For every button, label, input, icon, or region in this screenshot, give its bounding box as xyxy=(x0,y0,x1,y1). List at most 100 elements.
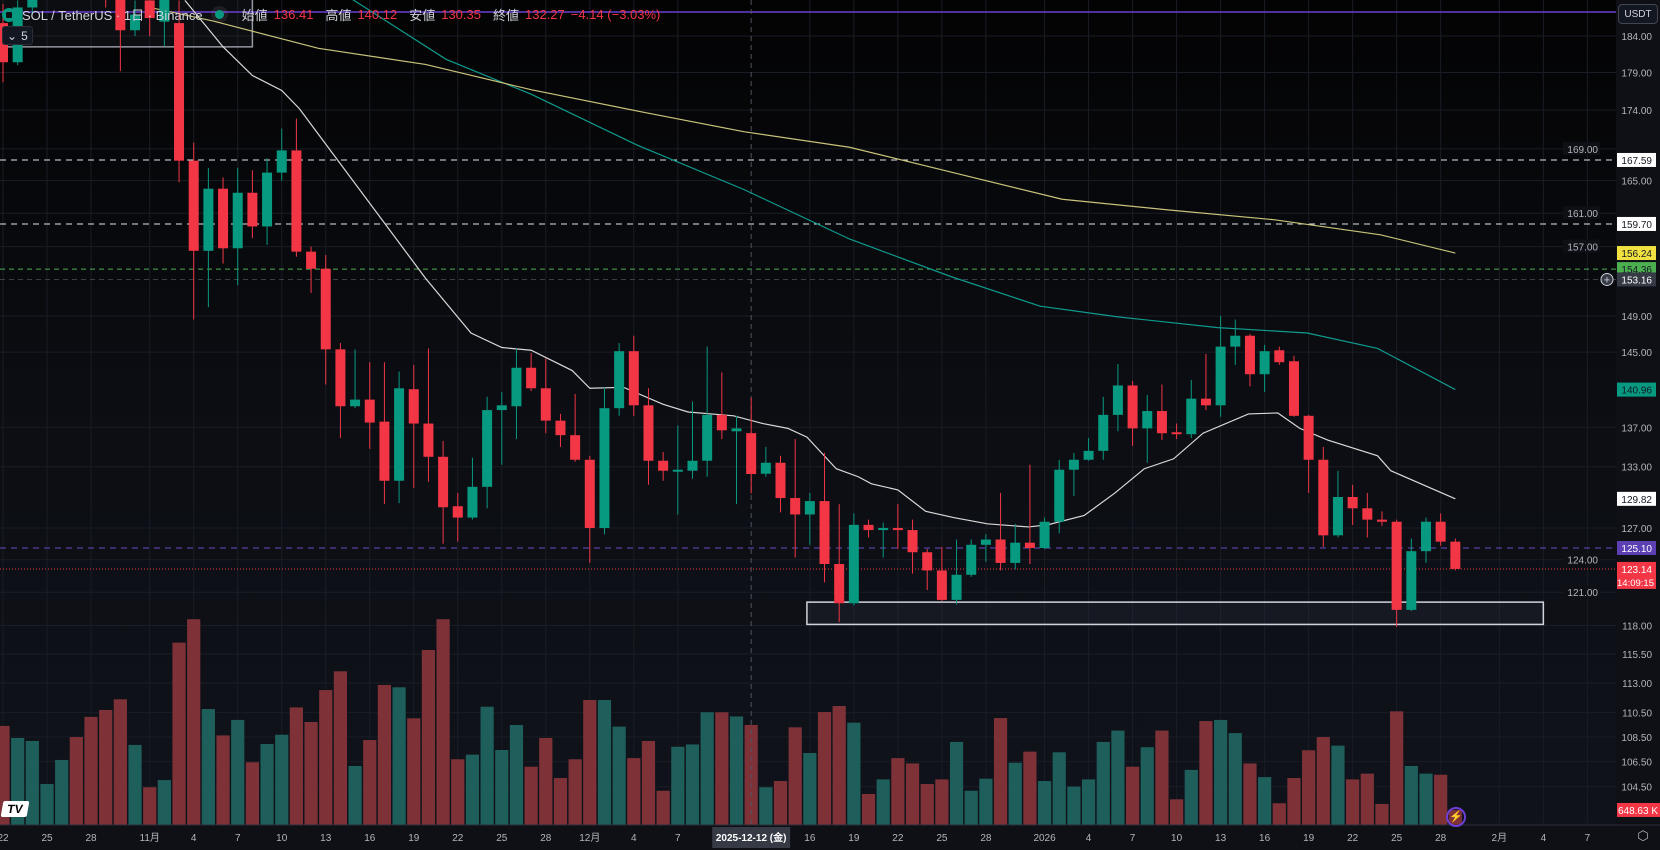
symbol-title[interactable]: SOL / TetherUS · 1日 · Binance xyxy=(22,8,203,23)
candle[interactable] xyxy=(980,534,991,562)
candle[interactable] xyxy=(643,388,654,485)
candle[interactable] xyxy=(599,387,610,535)
candle[interactable] xyxy=(1098,396,1109,460)
candle[interactable] xyxy=(203,167,214,308)
candle[interactable] xyxy=(966,539,977,577)
candle[interactable] xyxy=(1259,344,1270,393)
candle[interactable] xyxy=(687,401,698,479)
candle[interactable] xyxy=(1186,379,1197,439)
candle[interactable] xyxy=(1215,315,1226,417)
candle[interactable] xyxy=(1083,438,1094,461)
candle[interactable] xyxy=(1362,492,1373,538)
candle[interactable] xyxy=(628,335,639,416)
candle[interactable] xyxy=(247,170,258,239)
candle[interactable] xyxy=(614,342,625,416)
add-alert-plus-icon[interactable] xyxy=(1600,272,1614,286)
candle[interactable] xyxy=(1406,538,1417,611)
support-zone-rectangle[interactable] xyxy=(806,601,1545,626)
time-axis[interactable]: 22 25 28 11月 4 7 10 13 16 19 22 25 28 12月 4 7 16 19 22 25 28… xyxy=(0,824,1660,850)
candle[interactable] xyxy=(878,522,889,558)
candle[interactable] xyxy=(995,492,1006,571)
candle[interactable] xyxy=(1450,538,1461,571)
candle[interactable] xyxy=(1127,380,1138,446)
candle[interactable] xyxy=(496,392,507,465)
candle[interactable] xyxy=(672,425,683,515)
candle[interactable] xyxy=(1010,523,1021,570)
candle[interactable] xyxy=(1068,452,1079,496)
candle[interactable] xyxy=(951,539,962,605)
settings-gear-icon[interactable]: ⬡ xyxy=(1637,828,1649,843)
candle[interactable] xyxy=(394,371,405,504)
candle[interactable] xyxy=(922,549,933,591)
candle[interactable] xyxy=(1332,470,1343,538)
candle[interactable] xyxy=(174,0,185,183)
candle[interactable] xyxy=(1435,513,1446,546)
candle[interactable] xyxy=(1376,511,1387,526)
candle[interactable] xyxy=(1274,346,1285,365)
candle[interactable] xyxy=(834,504,845,623)
candle[interactable] xyxy=(746,397,757,494)
plot-area[interactable] xyxy=(0,0,1616,825)
candle[interactable] xyxy=(716,372,727,440)
candle[interactable] xyxy=(1318,446,1329,547)
candle[interactable] xyxy=(408,364,419,488)
candle[interactable] xyxy=(731,415,742,505)
candle[interactable] xyxy=(482,396,493,509)
indicators-toggle-button[interactable]: ⌄ 5 xyxy=(2,26,33,45)
candle[interactable] xyxy=(364,362,375,449)
candle[interactable] xyxy=(335,342,346,439)
candle[interactable] xyxy=(115,0,126,72)
candle[interactable] xyxy=(1142,394,1153,463)
candle[interactable] xyxy=(306,246,317,294)
candle[interactable] xyxy=(27,0,38,15)
tradingview-logo[interactable]: TV xyxy=(0,801,30,817)
candle[interactable] xyxy=(804,492,815,545)
candle[interactable] xyxy=(232,167,243,286)
candle[interactable] xyxy=(760,446,771,477)
candle[interactable] xyxy=(584,455,595,563)
candle[interactable] xyxy=(848,513,859,606)
candle[interactable] xyxy=(1156,384,1167,441)
candle[interactable] xyxy=(159,0,170,47)
candle[interactable] xyxy=(1288,355,1299,417)
candle[interactable] xyxy=(775,455,786,513)
candle[interactable] xyxy=(1391,519,1402,627)
candle[interactable] xyxy=(1171,423,1182,440)
candle[interactable] xyxy=(702,346,713,477)
candle[interactable] xyxy=(540,358,551,434)
candle[interactable] xyxy=(379,362,390,505)
candle[interactable] xyxy=(570,393,581,462)
candle[interactable] xyxy=(658,451,669,481)
candle[interactable] xyxy=(423,348,434,482)
candle[interactable] xyxy=(511,348,522,440)
candle[interactable] xyxy=(467,457,478,520)
candle[interactable] xyxy=(350,349,361,409)
candle[interactable] xyxy=(1039,517,1050,550)
candle[interactable] xyxy=(936,546,947,602)
candle[interactable] xyxy=(130,0,141,36)
currency-button[interactable]: USDT xyxy=(1618,4,1658,24)
candle[interactable] xyxy=(907,519,918,574)
candle[interactable] xyxy=(1347,484,1358,525)
candle[interactable] xyxy=(188,142,199,320)
candle[interactable] xyxy=(819,452,830,583)
candle[interactable] xyxy=(863,519,874,538)
candle[interactable] xyxy=(1420,517,1431,563)
candle[interactable] xyxy=(1112,364,1123,432)
candle[interactable] xyxy=(1244,333,1255,387)
lightning-icon[interactable]: ⚡ xyxy=(1446,807,1466,827)
candle[interactable] xyxy=(438,441,449,544)
candle[interactable] xyxy=(555,413,566,447)
candle[interactable] xyxy=(1200,353,1211,411)
candle[interactable] xyxy=(1024,464,1035,564)
candle[interactable] xyxy=(320,255,331,385)
candle[interactable] xyxy=(291,118,302,257)
candle[interactable] xyxy=(790,439,801,558)
candle[interactable] xyxy=(452,492,463,542)
candle[interactable] xyxy=(892,504,903,550)
candle[interactable] xyxy=(262,158,273,245)
candle[interactable] xyxy=(1303,414,1314,493)
candle[interactable] xyxy=(1230,319,1241,365)
